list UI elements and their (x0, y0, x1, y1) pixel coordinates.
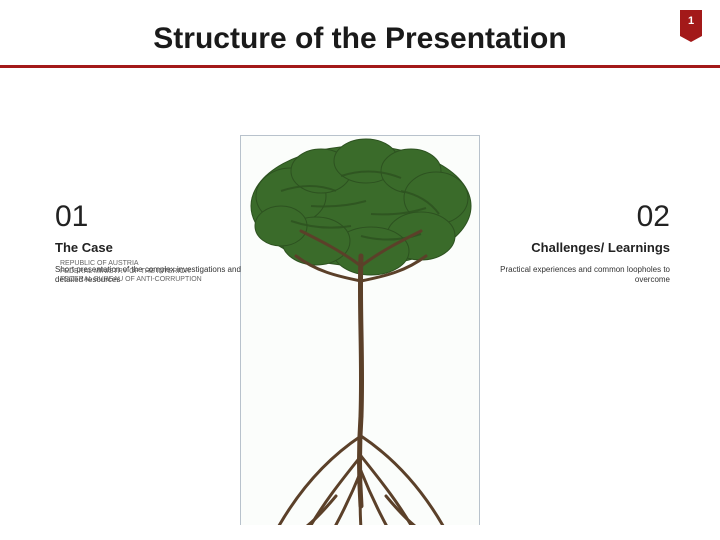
title-underline (0, 65, 720, 68)
section-02-desc: Practical experiences and common loophol… (470, 265, 670, 285)
section-02-number: 02 (470, 200, 670, 234)
section-01-title: The Case (55, 240, 255, 255)
section-02-title: Challenges/ Learnings (470, 240, 670, 255)
footer-ministry-text: REPUBLIC OF AUSTRIA FEDERAL MINISTRY OF … (60, 260, 202, 284)
page-title: Structure of the Presentation (0, 22, 720, 56)
section-01-number: 01 (55, 200, 255, 234)
section-02: 02 Challenges/ Learnings Practical exper… (470, 200, 670, 285)
brain-tree-icon (240, 136, 480, 525)
page-number-badge: 1 (680, 10, 702, 36)
brain-tree-figure (240, 135, 480, 525)
